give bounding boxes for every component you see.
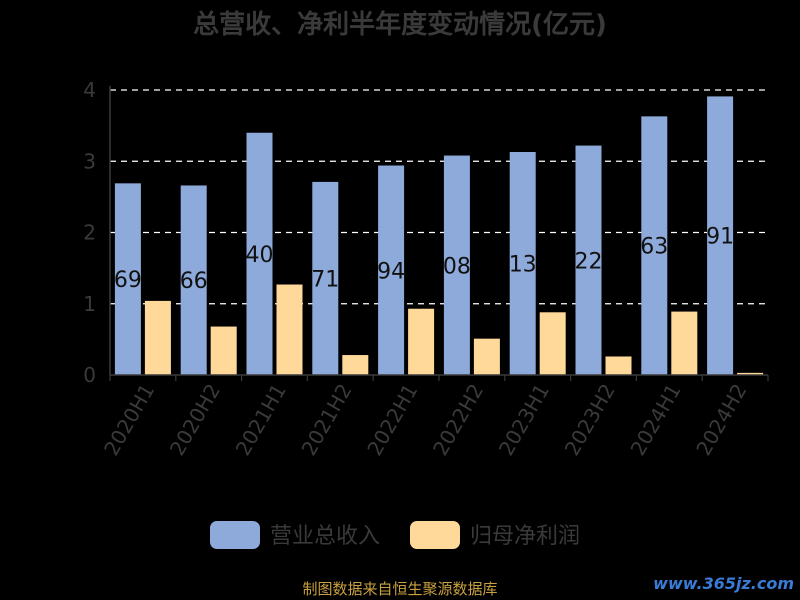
revenue-data-label: 40 bbox=[246, 243, 274, 268]
net-profit-bar bbox=[342, 355, 369, 375]
revenue-data-label: 63 bbox=[640, 235, 668, 260]
x-tick-label: 2020H1 bbox=[99, 380, 159, 460]
net-profit-bar bbox=[473, 338, 500, 375]
x-tick-label: 2024H2 bbox=[691, 380, 751, 460]
x-tick-label: 2022H2 bbox=[428, 380, 488, 460]
chart-title: 总营收、净利半年度变动情况(亿元) bbox=[193, 9, 607, 40]
y-tick-label: 1 bbox=[83, 292, 96, 316]
revenue-data-label: 91 bbox=[706, 225, 734, 250]
net-profit-bar bbox=[539, 312, 566, 375]
revenue-data-label: 08 bbox=[443, 254, 471, 279]
revenue-bar bbox=[114, 183, 141, 375]
net-profit-bar bbox=[408, 308, 435, 375]
y-tick-label: 3 bbox=[83, 149, 96, 173]
revenue-bar bbox=[707, 96, 734, 375]
revenue-bar bbox=[312, 181, 339, 375]
net-profit-bar bbox=[276, 284, 303, 375]
revenue-bar bbox=[509, 151, 536, 375]
grid bbox=[110, 89, 768, 305]
revenue-data-label: 94 bbox=[377, 259, 405, 284]
legend-swatch-revenue bbox=[210, 521, 260, 549]
revenue-data-label: 22 bbox=[575, 249, 603, 274]
x-tick-label: 2022H1 bbox=[362, 380, 422, 460]
net-profit-bar bbox=[605, 356, 632, 375]
revenue-bar bbox=[246, 132, 273, 375]
legend-label-net-profit: 归母净利润 bbox=[470, 524, 580, 549]
net-profit-bar bbox=[144, 300, 171, 375]
source-note: 制图数据来自恒生聚源数据库 bbox=[302, 580, 498, 598]
x-tick-label: 2023H2 bbox=[560, 380, 620, 460]
revenue-data-label: 71 bbox=[311, 267, 339, 292]
x-tick-label: 2023H1 bbox=[494, 380, 554, 460]
revenue-bar bbox=[641, 116, 668, 376]
x-tick-label: 2021H1 bbox=[231, 380, 291, 460]
net-profit-bar bbox=[210, 326, 237, 375]
net-profit-bar bbox=[671, 311, 698, 375]
revenue-bar bbox=[575, 145, 602, 375]
x-tick-label: 2020H2 bbox=[165, 380, 225, 460]
watermark: www.365jz.com bbox=[653, 574, 794, 593]
legend-label-revenue: 营业总收入 bbox=[270, 524, 380, 549]
y-tick-label: 4 bbox=[83, 78, 96, 102]
legend: 营业总收入 归母净利润 bbox=[210, 521, 580, 549]
revenue-data-label: 13 bbox=[509, 252, 537, 277]
bars: 69 66 40 71 94 08 13 22 63 91 bbox=[114, 96, 764, 376]
revenue-bar bbox=[378, 165, 405, 375]
x-tick-label: 2024H1 bbox=[626, 380, 686, 460]
revenue-bar bbox=[180, 185, 207, 375]
revenue-data-label: 69 bbox=[114, 268, 142, 293]
y-tick-label: 2 bbox=[83, 221, 96, 245]
revenue-bar bbox=[443, 155, 470, 375]
revenue-data-label: 66 bbox=[180, 269, 208, 294]
legend-swatch-net-profit bbox=[410, 521, 460, 549]
x-tick-label: 2021H2 bbox=[297, 380, 357, 460]
net-profit-bar bbox=[737, 372, 764, 375]
y-tick-label: 0 bbox=[83, 363, 96, 387]
